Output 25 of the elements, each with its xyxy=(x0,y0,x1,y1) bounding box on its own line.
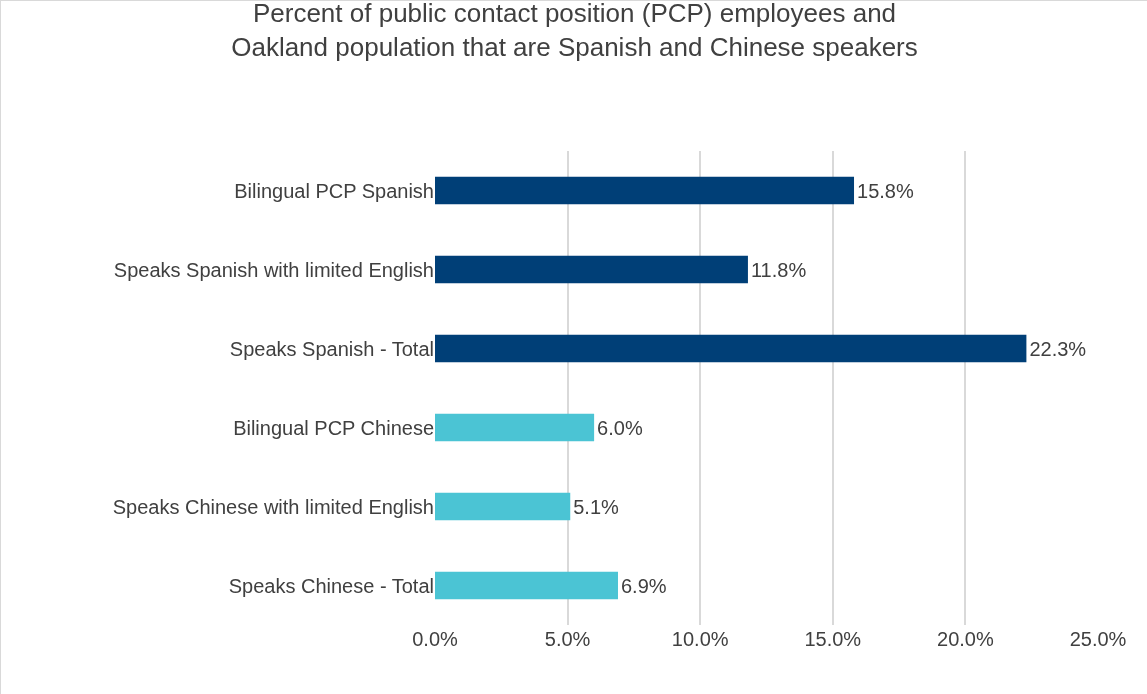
data-label: 15.8% xyxy=(857,179,914,202)
bar xyxy=(435,571,618,600)
x-tick-label: 10.0% xyxy=(671,628,729,650)
bar xyxy=(435,492,571,521)
data-label: 6.0% xyxy=(597,416,643,439)
y-tick-label: Bilingual PCP Spanish xyxy=(234,179,434,202)
x-tick-label: 5.0% xyxy=(544,628,591,650)
data-label: 11.8% xyxy=(750,258,807,281)
y-tick-label: Speaks Spanish - Total xyxy=(229,337,434,360)
data-label: 6.9% xyxy=(620,574,667,597)
x-tick-label: 25.0% xyxy=(1069,628,1127,650)
bar xyxy=(435,176,855,205)
data-label: 5.1% xyxy=(573,495,620,518)
x-tick-label: 20.0% xyxy=(937,628,994,650)
bar xyxy=(435,255,748,284)
data-label: 22.3% xyxy=(1029,337,1087,360)
y-tick-label: Speaks Chinese - Total xyxy=(228,574,434,597)
chart-title: Percent of public contact position (PCP) employees and Oakland population that are Spanish and Chinese speakers xyxy=(231,0,918,62)
bar xyxy=(435,413,595,442)
x-tick-label: 0.0% xyxy=(412,628,459,650)
y-tick-label: Bilingual PCP Chinese xyxy=(233,416,434,439)
y-tick-label: Speaks Chinese with limited English xyxy=(112,495,434,518)
y-tick-label: Speaks Spanish with limited English xyxy=(113,258,434,281)
bar xyxy=(435,334,1027,363)
x-tick-label: 15.0% xyxy=(804,628,862,650)
